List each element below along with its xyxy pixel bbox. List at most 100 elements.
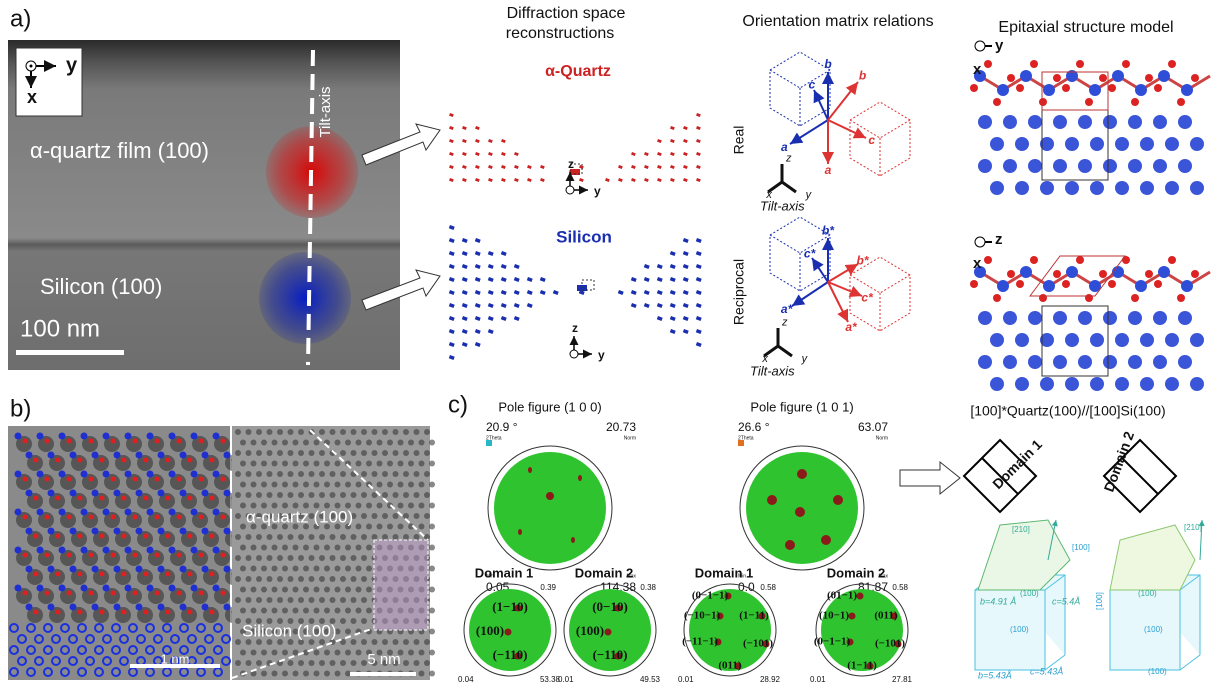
lattice-spot [261, 461, 267, 467]
panel-label: a) [10, 5, 31, 32]
o-atom [155, 515, 160, 520]
frame-axis [778, 346, 792, 356]
pattern-label: Silicon [556, 227, 612, 246]
lattice-spot [261, 587, 267, 593]
diffraction-spot [618, 290, 624, 295]
lattice-spot [382, 639, 388, 645]
si-atom [114, 604, 121, 611]
lattice-spot [372, 639, 378, 645]
lattice-spot [340, 450, 346, 456]
lattice-spot [403, 492, 409, 498]
diffraction-spot [449, 264, 455, 269]
si-atom [1190, 181, 1204, 195]
si-atom [169, 585, 176, 592]
domain-max: 28.92 [760, 675, 781, 684]
lattice-spot [324, 587, 330, 593]
lattice-spot [282, 566, 288, 572]
lattice-spot [277, 576, 283, 582]
lattice-spot [414, 471, 420, 477]
plane-label: (−10−1) [684, 610, 721, 622]
pole-spot [578, 475, 582, 481]
lattice-spot [272, 587, 278, 593]
lattice-spot [303, 671, 309, 677]
o-atom [1030, 256, 1038, 264]
lattice-spot [267, 429, 273, 435]
si-atom [1003, 159, 1017, 173]
lattice-spot [408, 650, 414, 656]
lattice-spot [382, 450, 388, 456]
lattice-spot [340, 660, 346, 666]
lattice-spot [298, 471, 304, 477]
si-atom [169, 471, 176, 478]
si-atom [59, 509, 66, 516]
diffraction-spot [670, 290, 676, 295]
diffraction-spot [696, 264, 702, 269]
pole-angle: 26.6 ° [738, 420, 770, 434]
si-atom [37, 471, 44, 478]
lattice-spot [235, 492, 241, 498]
diffraction-spot [696, 238, 702, 243]
lattice-spot [314, 650, 320, 656]
o-atom [111, 477, 116, 482]
cell-label: [210] [1184, 523, 1202, 532]
substrate-label: Silicon (100) [242, 621, 337, 640]
diffraction-spot [696, 251, 702, 256]
si-atom [1003, 355, 1017, 369]
si-atom [92, 566, 99, 573]
si-atom [1158, 70, 1170, 82]
si-atom [1015, 377, 1029, 391]
diffraction-spot [540, 178, 545, 182]
o-atom [23, 515, 28, 520]
si-atom [224, 566, 231, 573]
o-atom [78, 610, 83, 615]
diffraction-spot [475, 277, 481, 282]
lattice-spot [251, 587, 257, 593]
si-atom [1028, 159, 1042, 173]
si-atom [114, 566, 121, 573]
lattice-spot [335, 566, 341, 572]
cell-label: b=4.91 Å [980, 596, 1016, 606]
o-atom [56, 458, 61, 463]
si-atom [997, 84, 1009, 96]
o-atom [78, 458, 83, 463]
lattice-spot [309, 576, 315, 582]
diffraction-spot [696, 277, 702, 282]
lattice-spot [345, 482, 351, 488]
si-atom [1140, 333, 1154, 347]
lattice-spot [345, 440, 351, 446]
o-atom [144, 458, 149, 463]
lattice-spot [251, 545, 257, 551]
si-atom [1090, 377, 1104, 391]
diffraction-spot [696, 139, 701, 143]
o-atom [221, 477, 226, 482]
diffraction-spot [475, 165, 480, 169]
lattice-spot [303, 440, 309, 446]
diffraction-spot [501, 165, 506, 169]
scale-bar-label: 1 nm [161, 651, 190, 666]
lattice-spot [330, 597, 336, 603]
diffraction-spot [696, 303, 702, 308]
lattice-spot [356, 524, 362, 530]
lattice-spot [293, 650, 299, 656]
si-atom [1090, 181, 1104, 195]
vector-label: a* [845, 320, 858, 334]
legend-swatch [738, 440, 744, 446]
diffraction-spot [683, 264, 689, 269]
lattice-spot [372, 513, 378, 519]
lattice-spot [251, 440, 257, 446]
o-atom [1007, 270, 1015, 278]
lattice-spot [314, 587, 320, 593]
diffraction-spot [657, 290, 663, 295]
lattice-spot [240, 566, 246, 572]
o-atom [67, 591, 72, 596]
lattice-spot [361, 660, 367, 666]
si-atom [147, 547, 154, 554]
o-atom [1099, 270, 1107, 278]
o-atom [111, 591, 116, 596]
lattice-spot [330, 555, 336, 561]
lattice-spot [335, 587, 341, 593]
si-atom [70, 566, 77, 573]
si-atom [15, 509, 22, 516]
si-atom [1015, 137, 1029, 151]
diffraction-spot [631, 277, 637, 282]
